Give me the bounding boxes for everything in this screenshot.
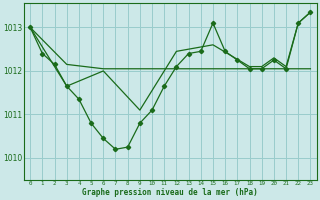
X-axis label: Graphe pression niveau de la mer (hPa): Graphe pression niveau de la mer (hPa) [83, 188, 258, 197]
